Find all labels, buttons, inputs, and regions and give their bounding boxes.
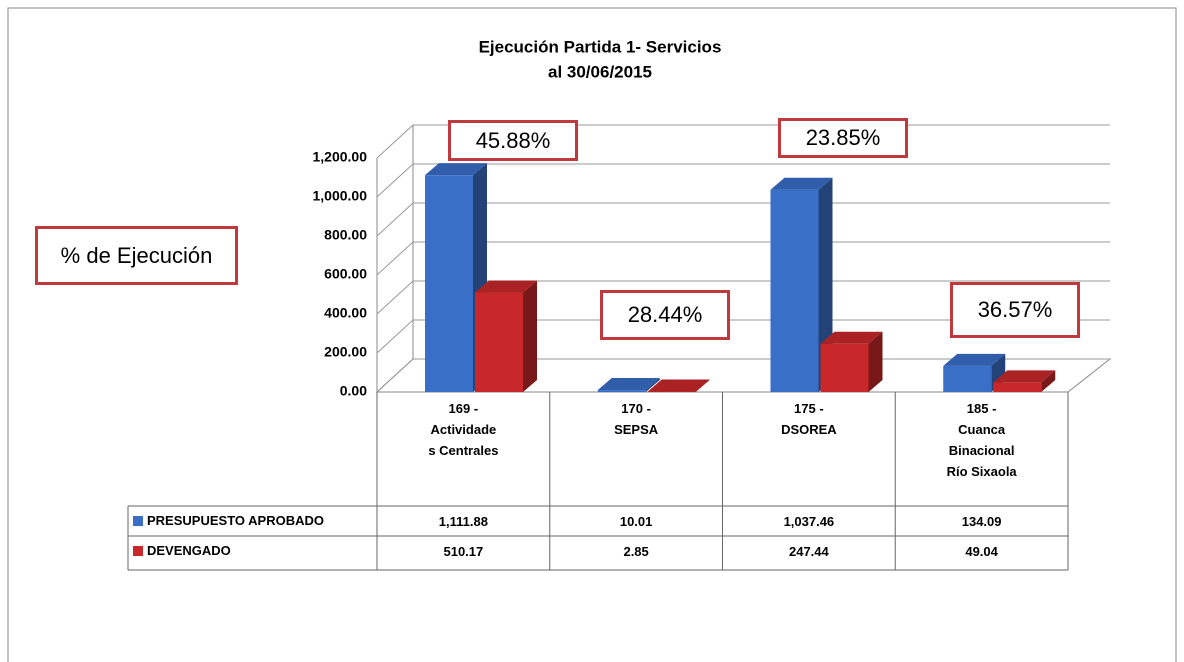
legend-label: PRESUPUESTO APROBADO	[147, 513, 324, 528]
legend-swatch	[133, 546, 143, 556]
bar-side	[523, 280, 537, 392]
bar-side	[868, 331, 883, 392]
table-value: 247.44	[788, 544, 829, 559]
annotation: % de Ejecución	[35, 226, 238, 285]
y-tick-label: 1,000.00	[313, 188, 368, 204]
x-tick-label: 169 - Actividade s Centrales	[428, 401, 499, 458]
grid-line	[376, 163, 1110, 198]
bar	[647, 391, 696, 392]
bar-top	[993, 370, 1056, 383]
grid-line	[376, 280, 1110, 315]
table-value: 510.17	[443, 544, 484, 559]
y-tick-label: 600.00	[324, 266, 367, 282]
x-tick-label: 185 - Cuanca Binacional Río Sixaola	[946, 401, 1017, 479]
legend-label: DEVENGADO	[147, 543, 231, 558]
chart-subtitle: al 30/06/2015	[548, 62, 652, 81]
bar	[770, 189, 819, 392]
bar-side	[1041, 370, 1056, 392]
bar-top	[943, 353, 1006, 366]
bar	[820, 343, 869, 392]
grid-line	[376, 319, 1110, 354]
table-value: 134.09	[961, 514, 1002, 529]
x-tick-label: 175 - DSOREA	[781, 401, 837, 437]
y-tick-label: 1,200.00	[313, 149, 368, 165]
bar-side	[695, 379, 710, 392]
bar-top	[820, 331, 883, 344]
grid-line	[376, 202, 1110, 237]
y-tick-label: 0.00	[340, 383, 367, 399]
annotation: 36.57%	[950, 282, 1080, 338]
annotation: 45.88%	[448, 120, 578, 161]
chart-title: Ejecución Partida 1- Servicios	[479, 37, 722, 56]
annotation: 28.44%	[600, 290, 730, 340]
table-value: 1,111.88	[438, 514, 488, 529]
y-tick-label: 200.00	[324, 344, 367, 360]
table-value: 2.85	[623, 544, 649, 559]
table-value: 1,037.46	[783, 514, 835, 529]
y-tick-label: 800.00	[324, 227, 367, 243]
bar-top	[425, 163, 487, 176]
bar-top	[770, 177, 833, 190]
annotation: 23.85%	[778, 118, 908, 158]
bar-side	[645, 378, 660, 392]
x-tick-label: 170 - SEPSA	[614, 401, 659, 437]
legend-swatch	[133, 516, 143, 526]
table-value: 10.01	[619, 514, 653, 529]
table-value: 49.04	[965, 544, 998, 559]
frame	[7, 7, 1177, 662]
grid-line	[376, 241, 1110, 276]
y-tick-label: 400.00	[324, 305, 367, 321]
bar	[993, 382, 1042, 392]
bar-top	[647, 379, 710, 392]
bar	[475, 292, 523, 392]
bar-top	[475, 280, 537, 293]
bar	[425, 175, 473, 392]
bar-top	[597, 378, 660, 391]
bar	[943, 365, 992, 392]
bar	[597, 390, 646, 392]
